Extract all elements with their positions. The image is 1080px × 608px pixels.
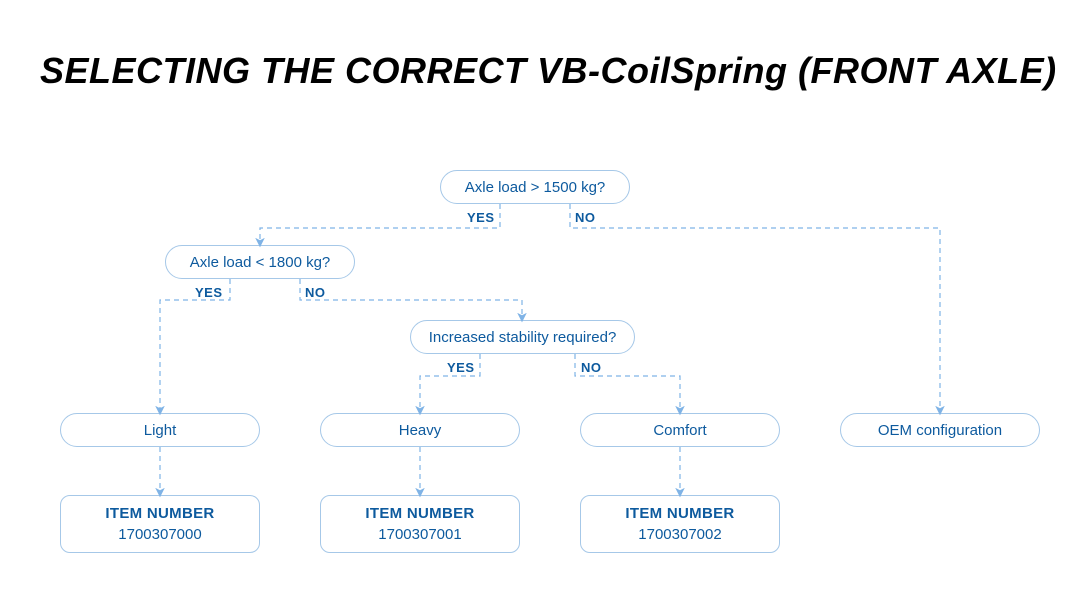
result-comfort: ITEM NUMBER 1700307002 (580, 495, 780, 553)
node-light-text: Light (144, 422, 177, 439)
label-q1-no: NO (575, 210, 596, 225)
result-heavy-header: ITEM NUMBER (365, 505, 474, 522)
node-q2: Axle load < 1800 kg? (165, 245, 355, 279)
label-q3-yes: YES (447, 360, 475, 375)
result-light-header: ITEM NUMBER (105, 505, 214, 522)
node-comfort-text: Comfort (653, 422, 706, 439)
node-q3-text: Increased stability required? (429, 329, 617, 346)
node-q1: Axle load > 1500 kg? (440, 170, 630, 204)
node-oem: OEM configuration (840, 413, 1040, 447)
result-comfort-header: ITEM NUMBER (625, 505, 734, 522)
edge-q1-to-r4 (570, 204, 940, 413)
node-comfort: Comfort (580, 413, 780, 447)
label-q2-no: NO (305, 285, 326, 300)
node-q1-text: Axle load > 1500 kg? (465, 179, 606, 196)
result-heavy-number: 1700307001 (378, 526, 461, 543)
node-heavy: Heavy (320, 413, 520, 447)
edge-q2-to-q3 (300, 279, 522, 320)
label-q2-yes: YES (195, 285, 223, 300)
node-light: Light (60, 413, 260, 447)
edge-q1-to-q2 (260, 204, 500, 245)
label-q1-yes: YES (467, 210, 495, 225)
node-oem-text: OEM configuration (878, 422, 1002, 439)
result-light-number: 1700307000 (118, 526, 201, 543)
node-q2-text: Axle load < 1800 kg? (190, 254, 331, 271)
result-light: ITEM NUMBER 1700307000 (60, 495, 260, 553)
node-heavy-text: Heavy (399, 422, 442, 439)
page-title: SELECTING THE CORRECT VB-CoilSpring (FRO… (40, 50, 1057, 92)
result-heavy: ITEM NUMBER 1700307001 (320, 495, 520, 553)
node-q3: Increased stability required? (410, 320, 635, 354)
result-comfort-number: 1700307002 (638, 526, 721, 543)
label-q3-no: NO (581, 360, 602, 375)
